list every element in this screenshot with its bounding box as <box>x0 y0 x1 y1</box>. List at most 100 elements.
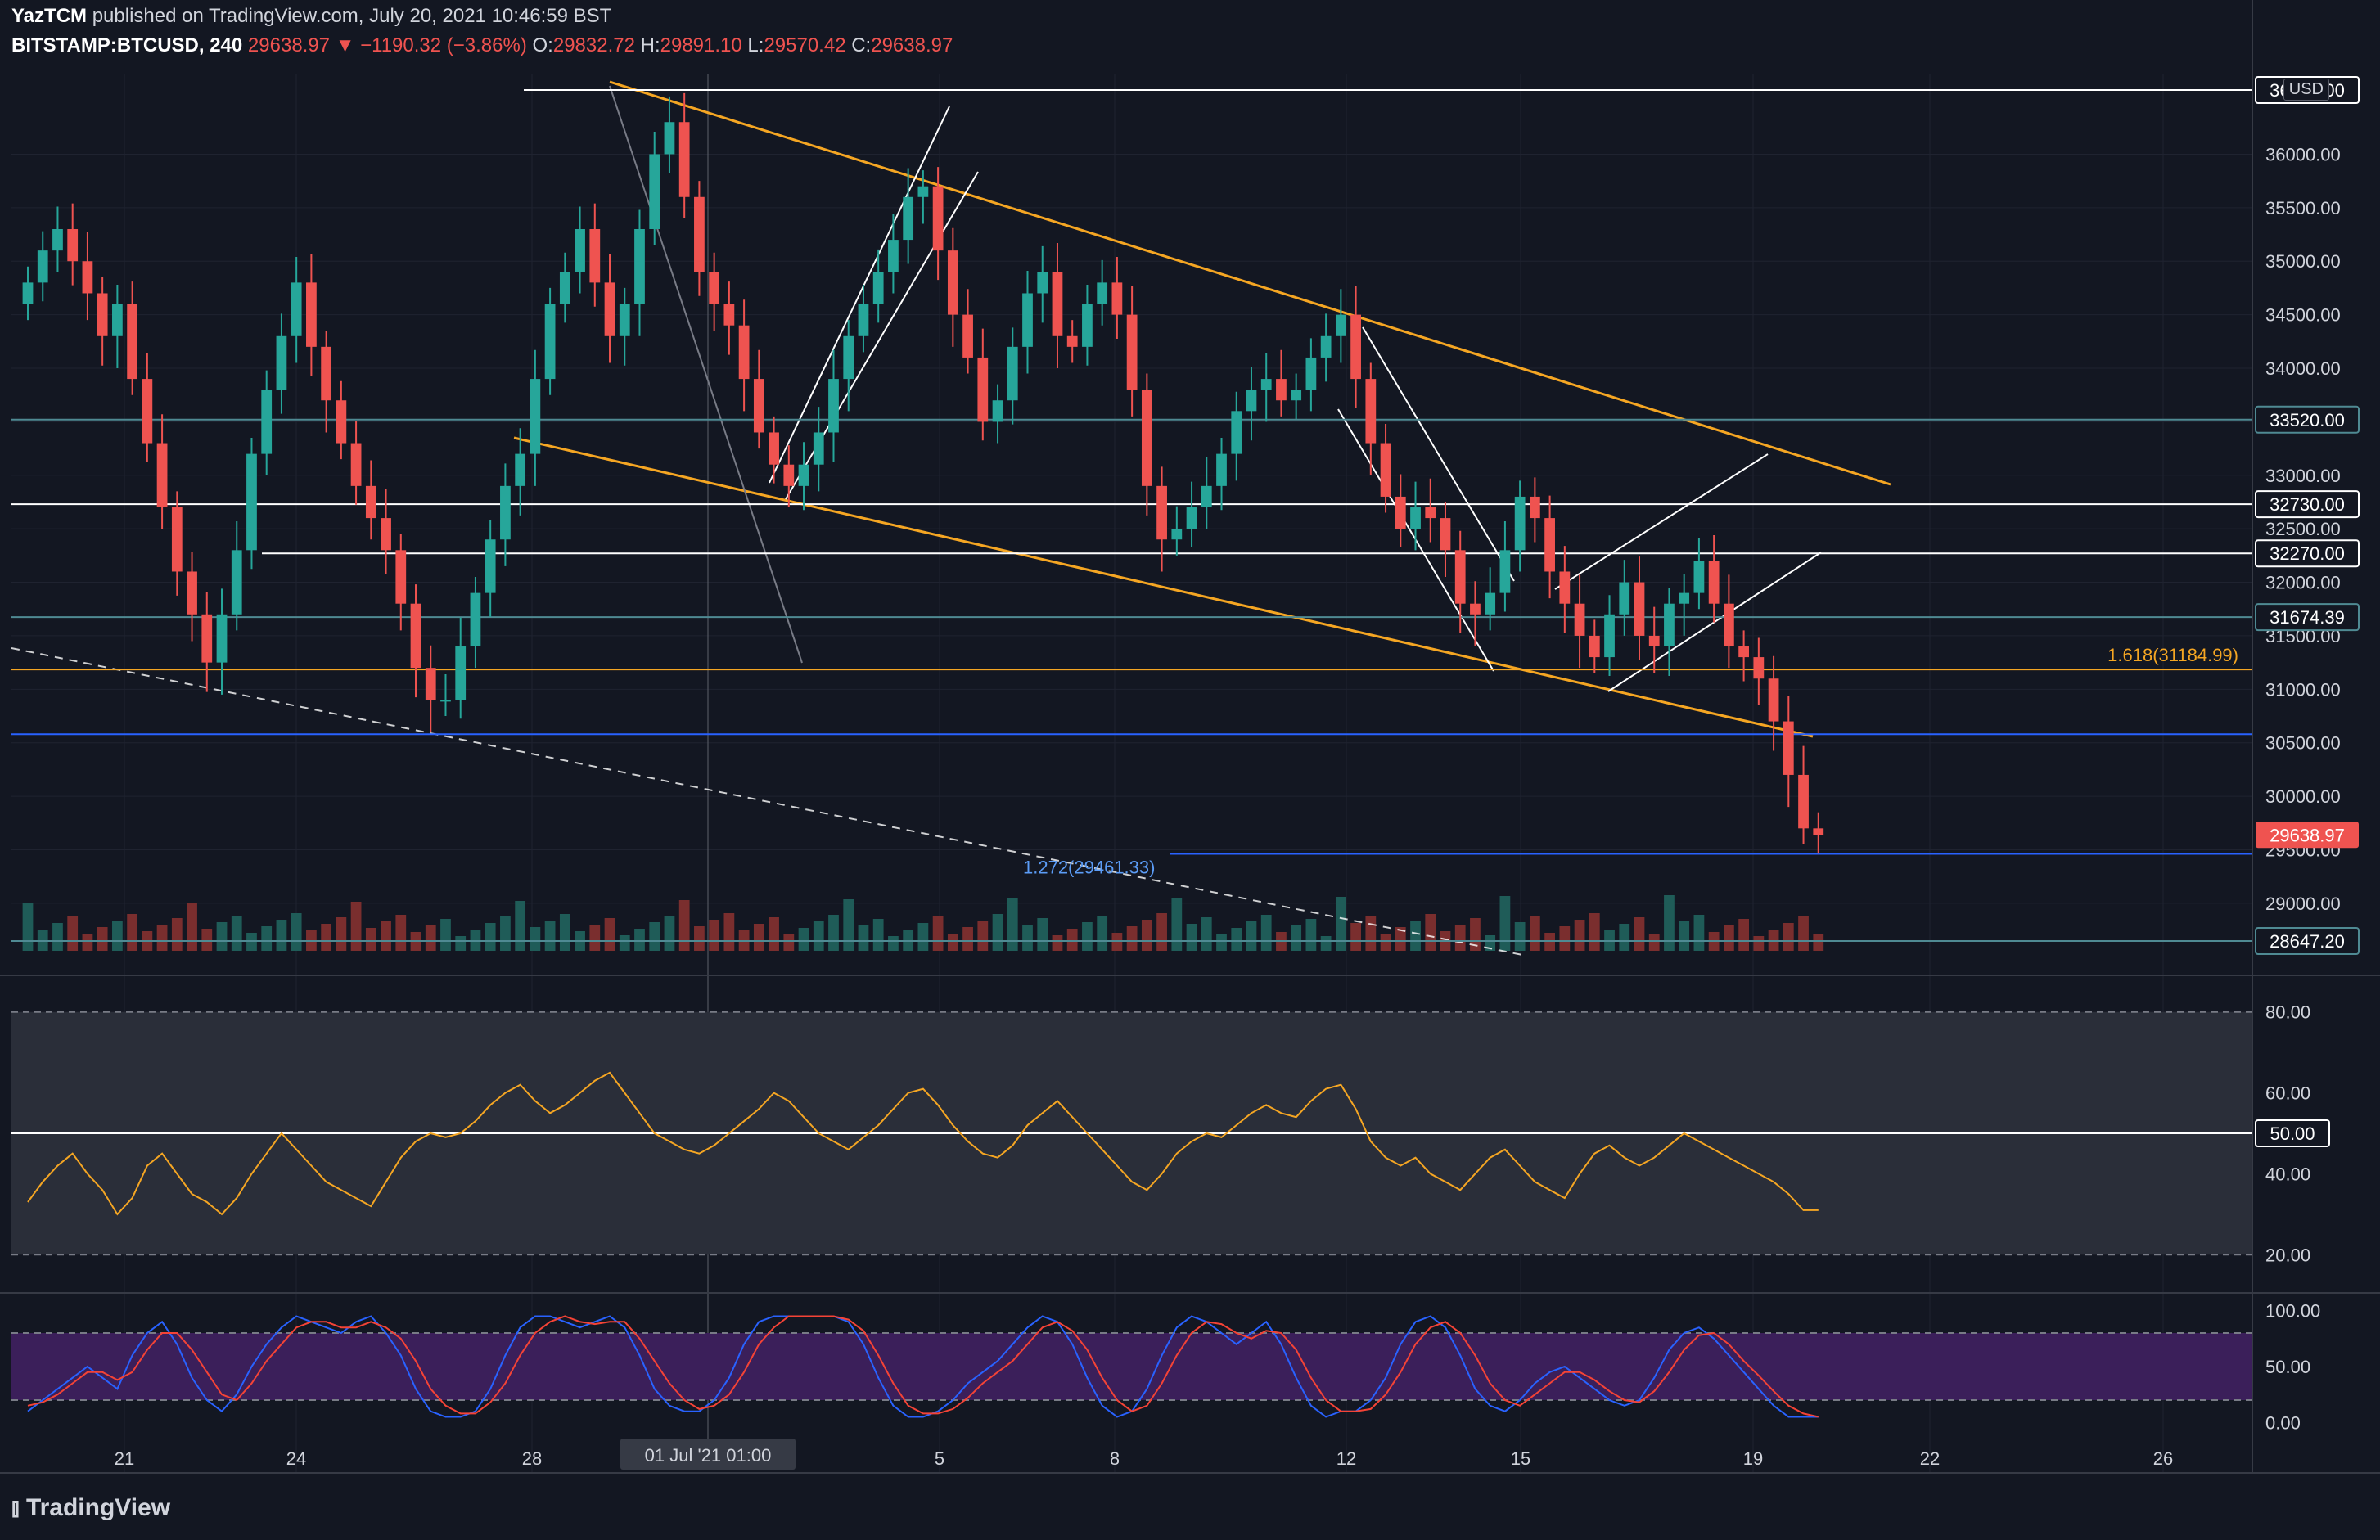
fib-label-1272: 1.272(29461.33) <box>1023 858 1155 878</box>
candle-body <box>694 196 705 272</box>
volume-bar <box>1066 929 1078 951</box>
symbol-name[interactable]: BITSTAMP:BTCUSD, 240 <box>11 34 243 56</box>
candle-body <box>321 346 332 401</box>
candle-body <box>604 282 615 336</box>
high-value: 29891.10 <box>660 34 742 56</box>
published-text: published on TradingView.com, July 20, 2… <box>92 5 612 27</box>
candle-body <box>231 550 242 615</box>
volume-bar <box>1813 934 1824 951</box>
candle-body <box>1141 390 1152 486</box>
low-value: 29570.42 <box>764 34 846 56</box>
candle-body <box>1679 592 1690 604</box>
candle-body <box>1499 550 1511 593</box>
open-value: 29832.72 <box>552 34 635 56</box>
price-level-tag <box>2255 927 2360 955</box>
tradingview-logo: ⫾ TradingView <box>11 1494 170 1522</box>
volume-bar <box>515 901 526 951</box>
volume-bar <box>1529 916 1540 951</box>
candle-body <box>1425 507 1436 519</box>
price-level-label: 28647.20 <box>2270 931 2345 952</box>
rsi-line <box>27 1071 1819 1216</box>
candle-body <box>1007 346 1018 401</box>
descending-channel-top <box>609 80 1891 486</box>
candle-body <box>1544 518 1555 572</box>
volume-bar <box>649 922 660 951</box>
time-tick-label: 8 <box>1110 1448 1120 1469</box>
volume-bar <box>664 916 675 951</box>
candle-body <box>171 507 183 572</box>
volume-bar <box>1097 916 1108 951</box>
price-level-label: 33520.00 <box>2270 410 2345 430</box>
candle-body <box>1305 357 1317 390</box>
price-level-tag <box>2255 603 2360 632</box>
candle-body <box>440 700 451 702</box>
volume-bar <box>231 916 242 951</box>
rsi-midline-label: 50.00 <box>2270 1123 2315 1144</box>
volume-bar <box>1320 936 1332 951</box>
candle-body <box>1723 603 1734 647</box>
price-level-label: 32730.00 <box>2270 494 2345 515</box>
fib-label-1618: 1.618(31184.99) <box>2107 645 2238 665</box>
candlesticks <box>22 92 1824 854</box>
volume-bar <box>127 914 138 951</box>
candle-body <box>485 539 496 593</box>
volume-bar <box>276 920 287 951</box>
publisher-name[interactable]: YazTCM <box>11 5 88 27</box>
volume-bar <box>187 903 197 951</box>
candle-body <box>201 614 213 663</box>
price-tick-label: 34000.00 <box>2265 358 2341 379</box>
volume-bar <box>336 917 347 951</box>
candle-body <box>1514 496 1526 551</box>
candle-body <box>992 400 1003 422</box>
volume-bar <box>1171 898 1183 951</box>
volume-bar <box>1454 925 1466 951</box>
volume-bar <box>1231 928 1242 951</box>
volume-bar <box>1693 915 1705 951</box>
falling-line <box>609 85 803 664</box>
rsi-tick-label: 20.00 <box>2265 1245 2310 1265</box>
candle-body <box>1126 314 1138 390</box>
stoch-d-line <box>27 1315 1819 1418</box>
currency-label[interactable]: USD <box>2283 79 2329 101</box>
candle-body <box>1276 379 1287 401</box>
price-axis[interactable]: 36000.00 35500.00 35000.00 34500.00 34000.00… <box>2252 0 2360 1473</box>
candle-body <box>1335 314 1346 336</box>
volume-bar <box>261 926 273 951</box>
candle-body <box>455 646 467 700</box>
horizontal-levels: 1.618(31184.99) 1.272(29461.33) <box>11 89 2252 942</box>
candle-body <box>544 304 556 380</box>
time-axis[interactable]: 21 24 28 5 8 12 15 19 22 26 01 Jul '21 01:00 <box>0 1439 2380 1474</box>
volume-bar <box>112 921 123 951</box>
volume-bar <box>455 936 467 951</box>
candle-body <box>1365 379 1377 444</box>
price-change: ▼ −1190.32 (−3.86%) <box>335 34 527 56</box>
volume-bar <box>992 914 1003 951</box>
volume-bar <box>1395 927 1406 951</box>
rsi-tick-label: 40.00 <box>2265 1164 2310 1184</box>
volume-bar <box>485 923 496 951</box>
volume-bar <box>1037 918 1048 951</box>
last-price-label: 29638.97 <box>2270 825 2345 845</box>
candle-body <box>306 282 317 347</box>
candle-body <box>1066 335 1078 347</box>
price-level-tag <box>2255 490 2360 519</box>
stoch-tick-label: 50.00 <box>2265 1357 2310 1377</box>
volume-bar <box>962 927 973 951</box>
candle-body <box>112 304 123 336</box>
volume-bar <box>1574 920 1585 951</box>
candle-body <box>216 614 228 663</box>
candle-body <box>1619 582 1630 615</box>
volume-bar <box>872 919 884 951</box>
candle-body <box>738 325 750 380</box>
candle-body <box>1022 293 1033 347</box>
candle-body <box>1574 603 1585 636</box>
volume-bar <box>500 916 511 951</box>
candle-body <box>723 304 735 326</box>
candle-body <box>187 571 197 615</box>
candle-body <box>1454 550 1466 604</box>
volume-bar <box>589 925 601 951</box>
candle-body <box>1111 282 1123 315</box>
candle-body <box>753 379 764 433</box>
volume-bar <box>381 921 391 951</box>
